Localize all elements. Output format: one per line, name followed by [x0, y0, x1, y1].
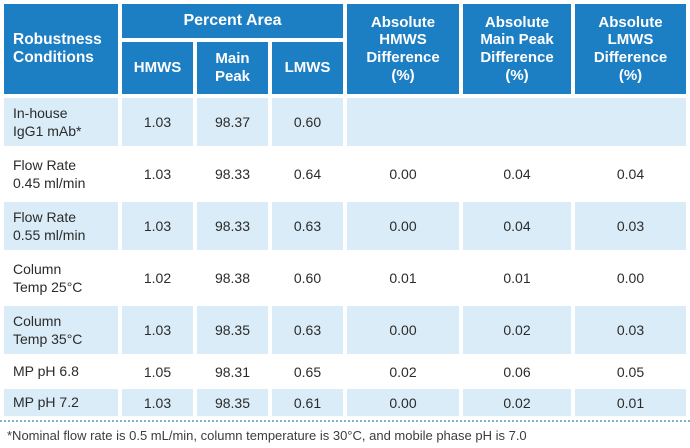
header-row-sub: HMWS Main Peak LMWS [4, 42, 686, 94]
cell-diff-main: 0.04 [463, 202, 571, 250]
cell-lmws: 0.60 [272, 98, 343, 146]
cell-diff-lmws: 0.05 [616, 363, 645, 380]
cell-main-peak: 98.33 [197, 202, 268, 250]
cell-hmws: 1.03 [122, 306, 193, 354]
cell-condition: Flow Rate 0.55 ml/min [4, 202, 118, 250]
cell-hmws: 1.03 [122, 389, 193, 416]
header-abs-main-peak-difference: Absolute Main Peak Difference (%) [463, 4, 571, 94]
cell-lmws: 0.65 [293, 363, 322, 380]
cell-main-peak: 98.35 [197, 306, 268, 354]
cell-diff-main: 0.04 [503, 166, 531, 182]
cell-lmws: 0.61 [272, 389, 343, 416]
cell-diff-hmws: 0.01 [389, 270, 417, 286]
table-row-mp-ph-72: MP pH 7.2 1.03 98.35 0.61 0.00 0.02 0.01 [4, 389, 686, 416]
cell-condition: MP pH 6.8 [13, 363, 79, 380]
cell-diff-hmws: 0.00 [347, 202, 459, 250]
cell-diff-hmws: 0.00 [389, 166, 417, 182]
table-row-mp-ph-68: MP pH 6.8 1.05 98.31 0.65 0.02 0.06 0.05 [4, 358, 686, 385]
footnote: *Nominal flow rate is 0.5 mL/min, column… [7, 428, 527, 443]
cell-condition: Column Temp 25°C [13, 260, 83, 295]
cell-main-peak: 98.35 [197, 389, 268, 416]
header-abs-lmws-difference: Absolute LMWS Difference (%) [575, 4, 686, 94]
header-percent-area: Percent Area [122, 4, 343, 38]
cell-diff-hmws: 0.00 [347, 306, 459, 354]
cell-hmws: 1.02 [143, 270, 172, 286]
cell-lmws: 0.60 [293, 270, 322, 286]
cell-diff-main: 0.02 [463, 389, 571, 416]
cell-main-peak: 98.33 [214, 166, 251, 182]
subheader-main-peak: Main Peak [197, 42, 268, 94]
cell-lmws: 0.63 [272, 306, 343, 354]
header-abs-hmws-difference: Absolute HMWS Difference (%) [347, 4, 459, 94]
table-row-coltemp-35: Column Temp 35°C 1.03 98.35 0.63 0.00 0.… [4, 306, 686, 354]
cell-diff-main: 0.02 [463, 306, 571, 354]
cell-diff-hmws: 0.02 [389, 363, 417, 380]
table-row-flowrate-055: Flow Rate 0.55 ml/min 1.03 98.33 0.63 0.… [4, 202, 686, 250]
cell-hmws: 1.03 [143, 166, 172, 182]
cell-condition: Flow Rate 0.45 ml/min [13, 156, 86, 191]
header-row-top: Robustness Conditions Percent Area Absol… [4, 4, 686, 94]
cell-diff-lmws: 0.03 [575, 306, 686, 354]
cell-lmws: 0.63 [272, 202, 343, 250]
cell-main-peak: 98.31 [214, 363, 251, 380]
subheader-lmws: LMWS [272, 42, 343, 94]
table-row-coltemp-25: Column Temp 25°C 1.02 98.38 0.60 0.01 0.… [4, 254, 686, 302]
cell-condition: MP pH 7.2 [4, 389, 118, 416]
cell-hmws: 1.05 [143, 363, 172, 380]
cell-diff-lmws: 0.04 [616, 166, 645, 182]
robustness-table: Robustness Conditions Percent Area Absol… [4, 4, 686, 416]
cell-main-peak: 98.37 [197, 98, 268, 146]
cell-lmws: 0.64 [293, 166, 322, 182]
blank-difference-cell [347, 98, 686, 146]
cell-hmws: 1.03 [122, 202, 193, 250]
cell-diff-hmws: 0.00 [347, 389, 459, 416]
cell-condition: Column Temp 35°C [4, 306, 118, 354]
subheader-hmws: HMWS [122, 42, 193, 94]
dotted-divider [0, 420, 690, 422]
header-robustness-conditions: Robustness Conditions [4, 4, 118, 94]
cell-condition: In-house IgG1 mAb* [4, 98, 118, 146]
cell-diff-main: 0.06 [503, 363, 531, 380]
cell-diff-lmws: 0.01 [575, 389, 686, 416]
table-row-flowrate-045: Flow Rate 0.45 ml/min 1.03 98.33 0.64 0.… [4, 150, 686, 198]
cell-main-peak: 98.38 [214, 270, 251, 286]
cell-diff-main: 0.01 [503, 270, 531, 286]
table-row-inhouse: In-house IgG1 mAb* 1.03 98.37 0.60 [4, 98, 686, 146]
cell-diff-lmws: 0.03 [575, 202, 686, 250]
cell-hmws: 1.03 [122, 98, 193, 146]
cell-diff-lmws: 0.00 [616, 270, 645, 286]
